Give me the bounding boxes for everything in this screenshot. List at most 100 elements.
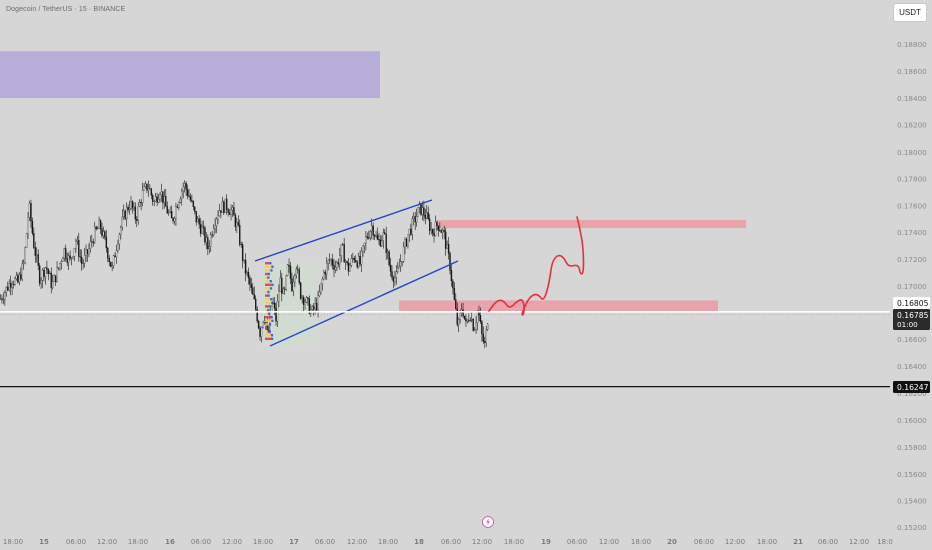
x-tick-label: 06:00 (567, 538, 587, 546)
candle (37, 249, 39, 271)
candle-body (85, 249, 87, 256)
currency-button[interactable]: USDT (893, 3, 927, 22)
candle (327, 259, 329, 271)
candle-body (328, 259, 331, 261)
candle-body (449, 253, 451, 271)
candle (150, 187, 153, 200)
candle-body (15, 275, 18, 279)
candle (95, 225, 97, 231)
y-tick-label: 0.18400 (897, 94, 927, 103)
candle-body (1, 298, 3, 300)
candle (149, 184, 151, 190)
candle (22, 259, 25, 270)
candle (289, 261, 292, 284)
candle-body (339, 255, 341, 265)
volume-profile-bar (269, 305, 272, 308)
candle (259, 325, 261, 341)
candle-body (286, 264, 289, 276)
candle-body (485, 329, 487, 343)
volume-profile-bar (271, 265, 274, 268)
candle-body (228, 212, 231, 215)
candle (395, 265, 398, 285)
candle-body (220, 210, 222, 213)
candle-body (20, 274, 22, 280)
candle (486, 323, 489, 332)
candle-body (17, 275, 19, 283)
candle (381, 235, 383, 247)
candle-body (465, 318, 467, 322)
candle-body (399, 261, 402, 267)
candle (120, 225, 122, 240)
candle (143, 182, 145, 191)
candle-body (397, 267, 399, 272)
lightning-icon[interactable] (482, 516, 494, 528)
candle-body (167, 212, 170, 214)
candle (205, 232, 208, 250)
candle-body (189, 196, 192, 201)
candle (162, 191, 164, 210)
candle (282, 286, 284, 294)
candle (202, 220, 205, 236)
candle (244, 253, 247, 282)
candle (378, 232, 380, 245)
x-tick-label: 17 (289, 538, 299, 546)
candle (114, 252, 116, 258)
candle-body (138, 202, 141, 207)
candle (31, 217, 34, 236)
candle (337, 258, 340, 268)
candle (239, 219, 241, 247)
candle-body (352, 258, 354, 259)
candle (227, 207, 229, 217)
candle-body (37, 254, 39, 266)
candle-body (8, 283, 10, 291)
candle-body (402, 246, 405, 262)
candle-body (52, 281, 54, 288)
y-tick-label: 0.18600 (897, 67, 927, 76)
candle-body (21, 263, 23, 280)
candle (353, 256, 356, 264)
candle-body (362, 245, 364, 252)
candle-body (186, 189, 189, 197)
candle-body (33, 233, 35, 248)
candle-body (410, 228, 412, 235)
candle-body (317, 295, 319, 310)
candle-body (479, 315, 482, 322)
candle (115, 244, 118, 264)
candle-body (179, 198, 182, 203)
candle (147, 180, 150, 197)
candle-body (411, 218, 414, 235)
candle (140, 199, 142, 211)
candle-body (298, 269, 300, 283)
candle-body (133, 206, 135, 209)
x-tick-label: 18:0 (877, 538, 893, 546)
candle-body (320, 283, 322, 293)
candle-body (376, 234, 379, 240)
candle-body (357, 256, 360, 268)
candle (436, 220, 438, 231)
candle (220, 210, 222, 219)
candle-body (204, 227, 206, 243)
candle (191, 194, 193, 203)
price-axis[interactable]: 0.18800 0.18600 0.18400 0.18200 0.18000 0.178… (897, 40, 927, 532)
x-tick-label: 20 (667, 538, 677, 546)
candle-body (137, 206, 139, 221)
candle-body (192, 201, 195, 207)
candle-body (292, 282, 295, 292)
time-axis[interactable]: 18:00 15 06:00 12:00 18:00 16 06:00 12:00 18:00 1… (3, 538, 893, 546)
candle-body (102, 231, 105, 236)
candle (373, 234, 376, 241)
candle-body (170, 211, 173, 219)
candle-body (183, 183, 186, 187)
candle-body (131, 201, 134, 209)
candle-body (149, 188, 151, 190)
candle (285, 274, 287, 292)
resistance-zone-red (437, 220, 746, 229)
candle-body (360, 250, 363, 265)
candle-body (98, 220, 100, 229)
candle (347, 257, 350, 276)
projected-path (488, 216, 585, 316)
candle-body (312, 306, 315, 310)
candle-body (295, 268, 298, 276)
candle-body (41, 269, 44, 281)
